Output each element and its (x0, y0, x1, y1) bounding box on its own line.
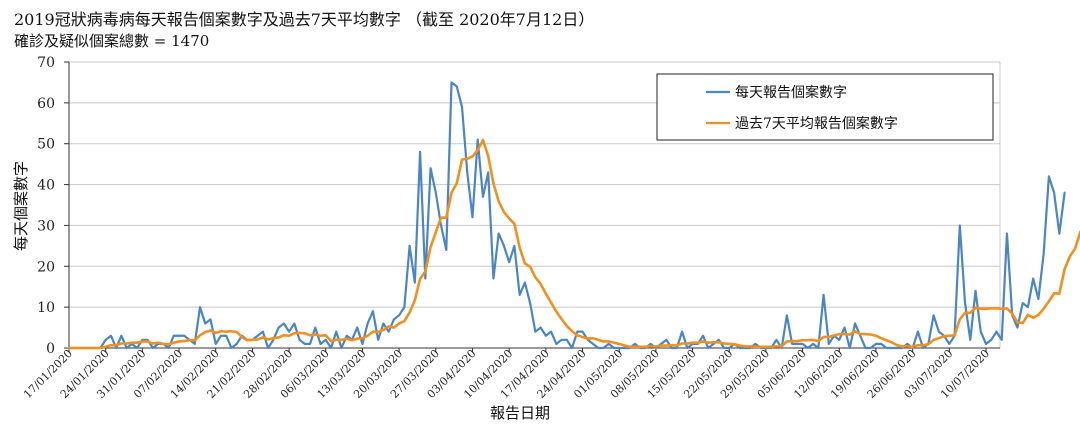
chart-subtitle: 確診及疑似個案總數 = 1470 (14, 32, 210, 50)
y-tick-label: 60 (37, 96, 55, 112)
y-tick-label: 30 (37, 218, 55, 234)
y-tick-label: 0 (46, 341, 55, 357)
y-tick-label: 10 (37, 300, 55, 316)
y-tick-label: 20 (37, 259, 55, 275)
y-tick-labels: 0 10 20 30 40 50 60 70 (37, 55, 55, 357)
axes (64, 61, 1001, 352)
legend-label-daily: 每天報告個案數字 (735, 84, 847, 101)
y-axis-label-group: 每天個案數字 (12, 161, 30, 251)
y-axis-label: 每天個案數字 (12, 161, 30, 251)
y-tick-label: 50 (37, 137, 55, 153)
series-line-daily-cases (67, 81, 1066, 350)
legend: 每天報告個案數字 過去7天平均報告個案數字 (656, 73, 994, 141)
x-tick-labels: 17/01/202024/01/202031/01/202007/02/2020… (21, 347, 992, 401)
series (67, 81, 1080, 350)
y-tick-label: 40 (37, 178, 55, 194)
legend-label-7day-average: 過去7天平均報告個案數字 (735, 115, 898, 132)
x-axis-label: 報告日期 (490, 404, 550, 422)
series-line-7day-average (67, 138, 1080, 350)
legend-box (656, 73, 994, 141)
y-tick-label: 70 (37, 55, 55, 71)
chart-title: 2019冠狀病毒病每天報告個案數字及過去7天平均數字 （截至 2020年7月12… (14, 10, 595, 29)
